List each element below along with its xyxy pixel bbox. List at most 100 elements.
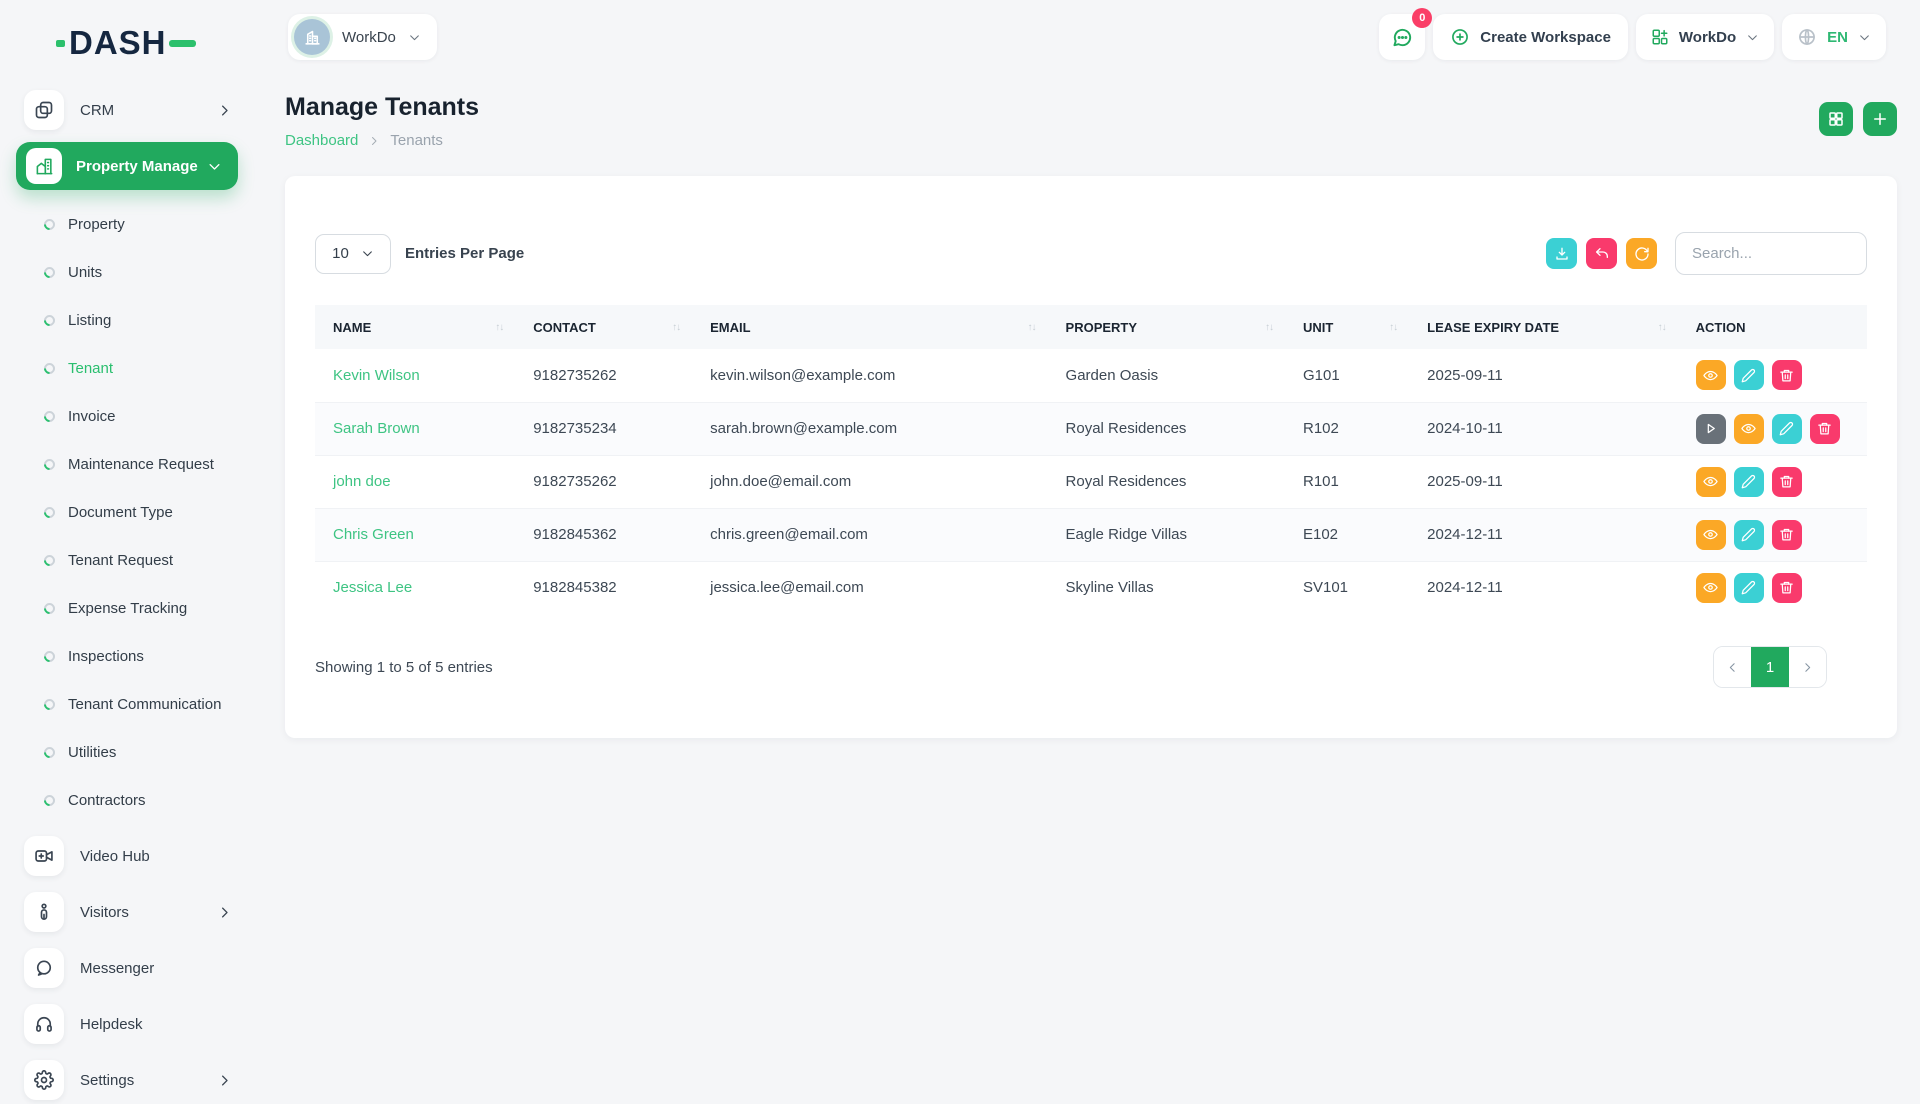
sort-icon[interactable]: ↑↓ xyxy=(1027,321,1037,333)
table-row: Jessica Lee 9182845382 jessica.lee@email.c… xyxy=(315,560,1867,614)
submenu-item-listing[interactable]: Listing xyxy=(0,296,260,344)
submenu-item-label: Document Type xyxy=(68,503,173,521)
column-header-email[interactable]: EMAIL ↑↓ xyxy=(692,305,1048,349)
download-icon xyxy=(1554,246,1570,262)
next-page-button[interactable] xyxy=(1789,647,1826,687)
visitor-icon xyxy=(24,892,64,932)
breadcrumb: Dashboard Tenants xyxy=(285,131,479,150)
submenu-item-invoice[interactable]: Invoice xyxy=(0,392,260,440)
edit-action-button[interactable] xyxy=(1771,413,1802,444)
column-header-name[interactable]: NAME ↑↓ xyxy=(315,305,516,349)
action-cell xyxy=(1677,401,1867,455)
submenu-item-tenant-request[interactable]: Tenant Request xyxy=(0,536,260,584)
table-controls: 10 Entries Per Page xyxy=(315,232,1867,275)
search-input[interactable] xyxy=(1675,232,1867,275)
tenant-name-link[interactable]: john doe xyxy=(333,473,391,490)
messages-button[interactable]: 0 xyxy=(1379,8,1433,60)
sort-icon[interactable]: ↑↓ xyxy=(495,321,504,333)
view-action-button[interactable] xyxy=(1695,572,1726,603)
sidebar-item-messenger[interactable]: Messenger xyxy=(0,944,260,992)
sidebar-item-visitors[interactable]: Visitors xyxy=(0,888,260,936)
column-header-label: NAME xyxy=(333,319,372,335)
view-action-button[interactable] xyxy=(1695,466,1726,497)
contact-cell: 9182735262 xyxy=(515,454,693,508)
entries-per-page-select[interactable]: 10 xyxy=(315,233,391,274)
play-action-button[interactable] xyxy=(1695,413,1726,444)
tenant-name-link[interactable]: Kevin Wilson xyxy=(333,366,420,384)
pencil-icon xyxy=(1741,368,1756,383)
submenu-item-tenant[interactable]: Tenant xyxy=(0,344,260,392)
view-action-button[interactable] xyxy=(1695,360,1726,391)
tenant-name-link[interactable]: Sarah Brown xyxy=(333,420,420,437)
bullet-icon xyxy=(41,696,58,712)
email-cell: sarah.brown@example.com xyxy=(692,401,1048,455)
view-action-button[interactable] xyxy=(1733,413,1764,444)
delete-action-button[interactable] xyxy=(1771,360,1802,391)
plus-circle-icon xyxy=(1450,27,1470,47)
delete-action-button[interactable] xyxy=(1809,413,1840,444)
submenu-item-utilities[interactable]: Utilities xyxy=(0,728,260,776)
submenu-item-expense-tracking[interactable]: Expense Tracking xyxy=(0,584,260,632)
page-number-current[interactable]: 1 xyxy=(1751,647,1789,687)
sidebar-item-helpdesk[interactable]: Helpdesk xyxy=(0,1000,260,1048)
delete-action-button[interactable] xyxy=(1771,572,1802,603)
sort-icon[interactable]: ↑↓ xyxy=(672,321,681,333)
submenu-item-tenant-communication[interactable]: Tenant Communication xyxy=(0,680,260,728)
name-cell: Chris Green xyxy=(315,507,516,561)
property-cell: Garden Oasis xyxy=(1065,366,1159,384)
view-action-button[interactable] xyxy=(1695,519,1726,550)
tenant-name-link[interactable]: Chris Green xyxy=(333,526,414,543)
tenant-name-link[interactable]: Jessica Lee xyxy=(333,579,413,597)
column-header-contact[interactable]: CONTACT ↑↓ xyxy=(515,305,693,349)
submenu-item-maintenance-request[interactable]: Maintenance Request xyxy=(0,440,260,488)
edit-action-button[interactable] xyxy=(1733,519,1764,550)
sort-icon[interactable]: ↑↓ xyxy=(1389,321,1398,333)
edit-action-button[interactable] xyxy=(1733,360,1764,391)
language-selector[interactable]: EN xyxy=(1782,14,1886,60)
app-menu-button[interactable]: WorkDo xyxy=(1635,14,1775,60)
name-cell: Sarah Brown xyxy=(315,401,516,455)
grid-view-button[interactable] xyxy=(1819,102,1853,136)
column-header-unit[interactable]: UNIT ↑↓ xyxy=(1284,305,1410,349)
crm-icon xyxy=(24,90,64,130)
sidebar-item-crm[interactable]: CRM xyxy=(0,86,260,134)
submenu-item-label: Expense Tracking xyxy=(68,599,188,617)
column-header-property[interactable]: PROPERTY ↑↓ xyxy=(1047,305,1285,349)
action-cell xyxy=(1677,454,1867,508)
app-grid-icon xyxy=(1651,28,1669,46)
submenu-item-label: Units xyxy=(68,263,103,281)
sort-icon[interactable]: ↑↓ xyxy=(1657,321,1667,333)
submenu-item-contractors[interactable]: Contractors xyxy=(0,776,260,824)
column-header-lease-expiry-date[interactable]: LEASE EXPIRY DATE ↑↓ xyxy=(1409,305,1678,349)
sort-icon[interactable]: ↑↓ xyxy=(1264,321,1274,333)
sidebar-item-video-hub[interactable]: Video Hub xyxy=(0,832,260,880)
tenants-table: NAME ↑↓ CONTACT ↑↓ EMAIL ↑↓ PROPERTY ↑↓ UNIT ↑↓ LE… xyxy=(315,305,1867,614)
edit-action-button[interactable] xyxy=(1733,572,1764,603)
chevron-right-icon xyxy=(217,905,232,920)
submenu-item-units[interactable]: Units xyxy=(0,248,260,296)
sidebar-group-property-manage[interactable]: Property Manage xyxy=(16,142,238,190)
sidebar-item-settings[interactable]: Settings xyxy=(0,1056,260,1104)
delete-action-button[interactable] xyxy=(1771,519,1802,550)
submenu-item-property[interactable]: Property xyxy=(0,200,260,248)
contact-cell: 9182845362 xyxy=(515,507,693,561)
submenu-item-inspections[interactable]: Inspections xyxy=(0,632,260,680)
delete-action-button[interactable] xyxy=(1771,466,1802,497)
table-row: john doe 9182735262 john.doe@email.com Roya… xyxy=(315,454,1867,508)
submenu-item-document-type[interactable]: Document Type xyxy=(0,488,260,536)
add-tenant-button[interactable] xyxy=(1863,102,1897,136)
breadcrumb-dashboard-link[interactable]: Dashboard xyxy=(285,132,359,149)
building-icon xyxy=(26,148,62,184)
chevron-left-icon xyxy=(1726,661,1739,674)
refresh-button[interactable] xyxy=(1626,238,1657,269)
gear-icon xyxy=(24,1060,64,1100)
lease-expiry-cell: 2025-09-11 xyxy=(1427,366,1503,384)
workspace-selector[interactable]: WorkDo xyxy=(288,14,437,60)
reset-button[interactable] xyxy=(1586,238,1617,269)
create-workspace-button[interactable]: Create Workspace xyxy=(1433,14,1628,60)
export-button[interactable] xyxy=(1546,238,1577,269)
trash-icon xyxy=(1817,421,1832,436)
bullet-icon xyxy=(41,312,58,328)
previous-page-button[interactable] xyxy=(1714,647,1751,687)
edit-action-button[interactable] xyxy=(1733,466,1764,497)
